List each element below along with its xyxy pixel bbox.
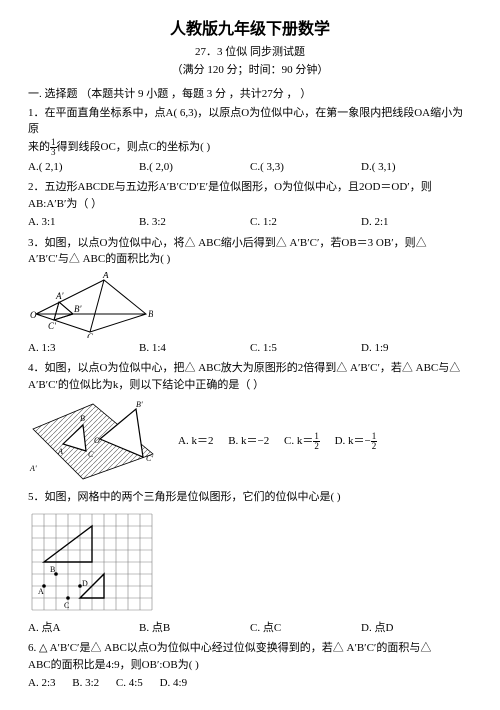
q5-choice-c: C. 点C	[250, 620, 361, 637]
q4-choice-c: C. k＝12	[284, 435, 320, 447]
q2-line1: 2．五边形ABCDE与五边形A′B′C′D′E′是位似图形，O为位似中心，且2O…	[28, 179, 472, 196]
q2-choice-a: A. 3:1	[28, 214, 139, 231]
q3-label-bp: B'	[74, 304, 82, 314]
q6-line2: ABC的面积比是4:9，则OB′:OB为( )	[28, 657, 472, 674]
q3-label-ap: A'	[55, 291, 64, 301]
q1-choice-c: C.( 3,3)	[250, 159, 361, 176]
q6-line1: 6. △ A′B′C′是△ ABC以点O为位似中心经过位似变换得到的，若△ A′…	[28, 640, 472, 657]
q4-choices: A. k＝2 B. k＝−2 C. k＝12 D. k＝−12	[178, 432, 377, 451]
q3-choice-c: C. 1:5	[250, 340, 361, 357]
q4-choice-d: D. k＝−12	[335, 435, 378, 447]
q2-choices: A. 3:1 B. 3:2 C. 1:2 D. 2:1	[28, 214, 472, 231]
svg-text:C: C	[88, 450, 94, 459]
q4-line2: A′B′C′的位似比为k，则以下结论中正确的是（ ）	[28, 377, 472, 394]
q3-label-b: B	[148, 309, 153, 319]
q4-choice-a: A. k＝2	[178, 435, 213, 447]
question-5: 5．如图，网格中的两个三角形是位似图形，它们的位似中心是( )	[28, 489, 472, 506]
svg-text:O: O	[94, 436, 100, 445]
svg-text:C': C'	[146, 454, 153, 463]
q5-choice-d: D. 点D	[361, 620, 472, 637]
q4-line1: 4．如图，以点O为位似中心，把△ ABC放大为原图形的2倍得到△ A′B′C′，…	[28, 360, 472, 377]
page-title: 人教版九年级下册数学	[28, 18, 472, 42]
svg-text:D: D	[82, 579, 88, 588]
q5-figure: A B C D	[28, 510, 472, 618]
svg-text:B: B	[80, 414, 85, 423]
svg-text:B: B	[50, 565, 55, 574]
q3-choice-a: A. 1:3	[28, 340, 139, 357]
q1-choices: A.( 2,1) B.( 2,0) C.( 3,3) D.( 3,1)	[28, 159, 472, 176]
q5-choice-a: A. 点A	[28, 620, 139, 637]
q3-label-cp: C'	[48, 321, 57, 331]
q5-choice-b: B. 点B	[139, 620, 250, 637]
q3-label-c: C	[87, 332, 94, 338]
q3-label-a: A	[102, 272, 109, 280]
q3-choice-d: D. 1:9	[361, 340, 472, 357]
question-2: 2．五边形ABCDE与五边形A′B′C′D′E′是位似图形，O为位似中心，且2O…	[28, 179, 472, 212]
q3-choices: A. 1:3 B. 1:4 C. 1:5 D. 1:9	[28, 340, 472, 357]
q3-line1: 3．如图，以点O为位似中心，将△ ABC缩小后得到△ A′B′C′，若OB＝3 …	[28, 235, 472, 252]
svg-text:C: C	[64, 601, 69, 610]
q3-choice-b: B. 1:4	[139, 340, 250, 357]
q6-choice-a: A. 2:3	[28, 677, 56, 689]
q6-choice-c: C. 4:5	[116, 677, 143, 689]
q2-choice-c: C. 1:2	[250, 214, 361, 231]
page-subtitle: 27．3 位似 同步测试题	[28, 44, 472, 61]
q6-choices: A. 2:3 B. 3:2 C. 4:5 D. 4:9	[28, 675, 472, 692]
q4-choice-b: B. k＝−2	[228, 435, 269, 447]
q2-line2: AB:A′B′为（ ）	[28, 196, 472, 213]
q3-figure: O A B C A' B' C'	[28, 272, 472, 338]
question-6: 6. △ A′B′C′是△ ABC以点O为位似中心经过位似变换得到的，若△ A′…	[28, 640, 472, 673]
q2-choice-b: B. 3:2	[139, 214, 250, 231]
q1-line2: 来的13得到线段OC，则点C的坐标为( )	[28, 138, 472, 157]
section-1-head: 一. 选择题 （本题共计 9 小题 ，每题 3 分 ，共计27分 ， ）	[28, 86, 472, 103]
q1-choice-b: B.( 2,0)	[139, 159, 250, 176]
svg-text:A: A	[57, 447, 63, 456]
q1-choice-a: A.( 2,1)	[28, 159, 139, 176]
q3-label-o: O	[30, 310, 37, 320]
q6-choice-d: D. 4:9	[160, 677, 188, 689]
question-4: 4．如图，以点O为位似中心，把△ ABC放大为原图形的2倍得到△ A′B′C′，…	[28, 360, 472, 393]
q4-figure: A B C O B' C' A'	[28, 399, 158, 485]
question-1: 1．在平面直角坐标系中，点A( 6,3)，以原点O为位似中心，在第一象限内把线段…	[28, 105, 472, 157]
q2-choice-d: D. 2:1	[361, 214, 472, 231]
svg-text:A: A	[38, 587, 44, 596]
page-meta: （满分 120 分；时间：90 分钟）	[28, 62, 472, 79]
svg-text:A': A'	[29, 464, 37, 473]
q1-choice-d: D.( 3,1)	[361, 159, 472, 176]
q6-choice-b: B. 3:2	[72, 677, 99, 689]
question-3: 3．如图，以点O为位似中心，将△ ABC缩小后得到△ A′B′C′，若OB＝3 …	[28, 235, 472, 268]
q3-line2: A′B′C′与△ ABC的面积比为( )	[28, 251, 472, 268]
q5-text: 5．如图，网格中的两个三角形是位似图形，它们的位似中心是( )	[28, 489, 472, 506]
q1-line1: 1．在平面直角坐标系中，点A( 6,3)，以原点O为位似中心，在第一象限内把线段…	[28, 105, 472, 138]
svg-text:B': B'	[136, 400, 143, 409]
q5-choices: A. 点A B. 点B C. 点C D. 点D	[28, 620, 472, 637]
